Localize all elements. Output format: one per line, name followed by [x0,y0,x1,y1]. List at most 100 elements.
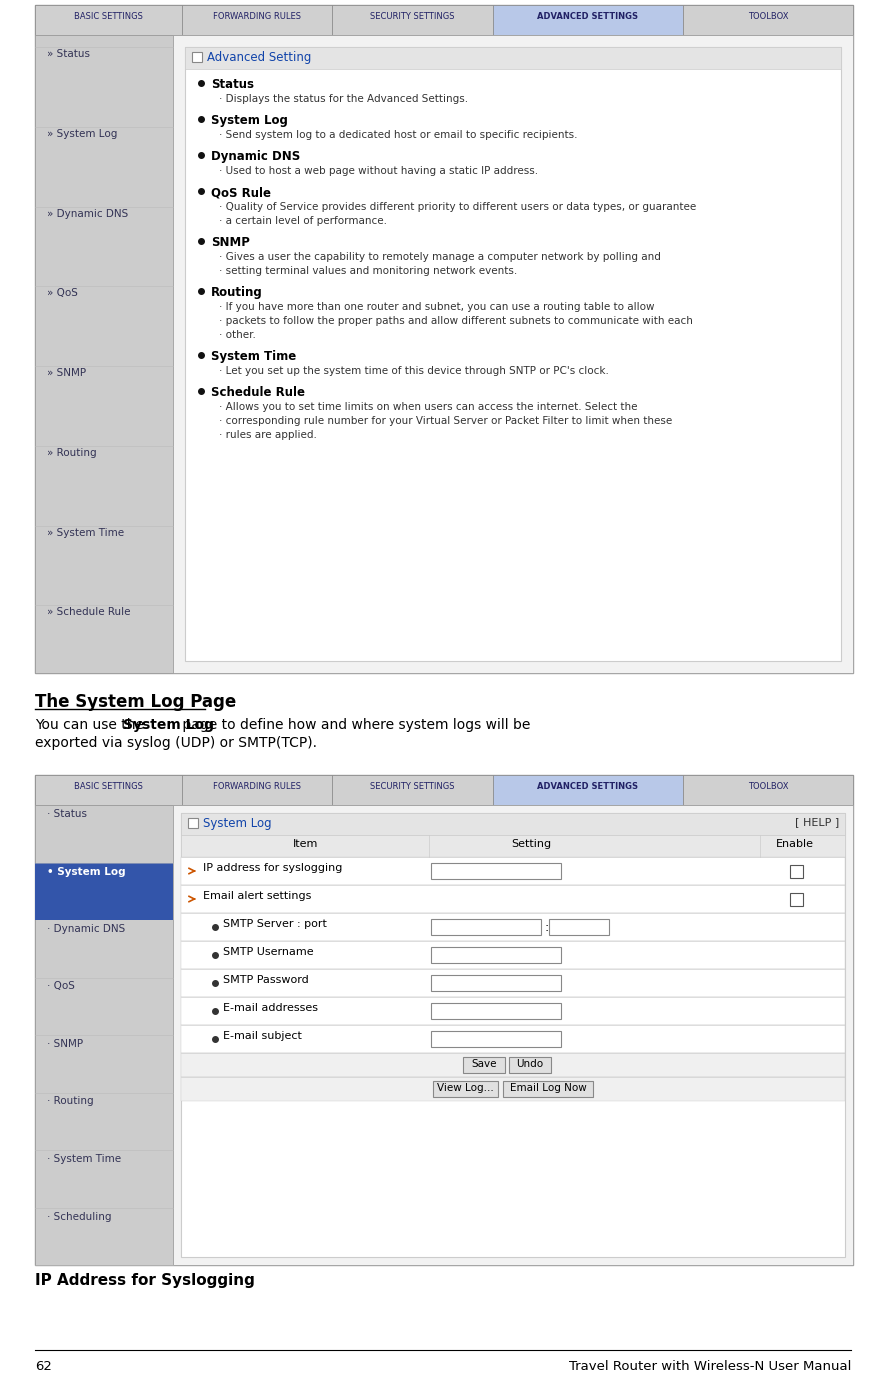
Text: QoS Rule: QoS Rule [211,186,271,199]
Bar [181,969,845,997]
Text: · Status: · Status [47,809,87,819]
Bar [503,1081,593,1097]
Text: · If you have more than one router and subnet, you can use a routing table to al: · If you have more than one router and s… [219,302,655,312]
Bar [181,836,845,858]
Bar [493,775,683,805]
Bar [683,6,853,35]
Bar [181,1025,845,1052]
Bar [173,805,853,1265]
Bar [181,1052,845,1077]
Text: 62: 62 [35,1360,52,1373]
Text: » System Time: » System Time [47,528,124,537]
Text: Advanced Setting: Advanced Setting [207,51,311,64]
Text: » Routing: » Routing [47,447,97,457]
Text: FORWARDING RULES: FORWARDING RULES [213,11,301,21]
Bar [509,1056,551,1073]
Text: Email alert settings: Email alert settings [203,891,311,900]
Bar [433,1081,498,1097]
Text: The System Log Page: The System Log Page [35,693,237,711]
Bar [493,6,683,35]
Bar [173,35,853,673]
Text: System Log: System Log [123,718,214,732]
Bar [790,865,803,878]
Bar [332,6,493,35]
Text: exported via syslog (UDP) or SMTP(TCP).: exported via syslog (UDP) or SMTP(TCP). [35,736,317,750]
Text: BASIC SETTINGS: BASIC SETTINGS [74,11,143,21]
Text: SMTP Password: SMTP Password [223,975,308,985]
Text: · Displays the status for the Advanced Settings.: · Displays the status for the Advanced S… [219,94,468,104]
Bar [35,805,173,1265]
Bar [181,913,845,940]
Text: IP address for syslogging: IP address for syslogging [203,863,342,873]
Text: :: : [545,921,549,934]
Text: SMTP Username: SMTP Username [223,947,314,957]
Bar [181,813,845,836]
Bar [182,6,332,35]
Bar [181,940,845,969]
Text: Dynamic DNS: Dynamic DNS [211,151,300,163]
Bar [332,775,493,805]
Text: View Log...: View Log... [437,1083,494,1092]
Text: · Used to host a web page without having a static IP address.: · Used to host a web page without having… [219,166,538,175]
Text: System Log: System Log [211,115,288,127]
Text: · SNMP: · SNMP [47,1039,83,1050]
Bar [431,975,561,992]
Text: System Log: System Log [203,818,272,830]
Bar [549,918,609,935]
Bar [181,858,845,885]
Bar [431,947,561,963]
Text: · Send system log to a dedicated host or email to specific recipients.: · Send system log to a dedicated host or… [219,130,578,139]
Text: TOOLBOX: TOOLBOX [748,11,789,21]
Text: » System Log: » System Log [47,128,117,138]
Text: TOOLBOX: TOOLBOX [748,782,789,790]
Text: · Gives a user the capability to remotely manage a computer network by polling a: · Gives a user the capability to remotel… [219,251,661,262]
Text: • System Log: • System Log [47,866,126,877]
Text: SECURITY SETTINGS: SECURITY SETTINGS [370,782,455,790]
Text: · corresponding rule number for your Virtual Server or Packet Filter to limit wh: · corresponding rule number for your Vir… [219,416,672,425]
Text: · Routing: · Routing [47,1097,94,1106]
Text: · packets to follow the proper paths and allow different subnets to communicate : · packets to follow the proper paths and… [219,316,693,326]
Bar [35,775,853,805]
Bar [185,47,841,69]
Text: » Dynamic DNS: » Dynamic DNS [47,209,128,218]
Text: SECURITY SETTINGS: SECURITY SETTINGS [370,11,455,21]
Bar [35,6,853,673]
Text: Routing: Routing [211,286,263,300]
Bar [683,775,853,805]
Text: · QoS: · QoS [47,982,75,992]
Text: · Dynamic DNS: · Dynamic DNS [47,924,125,934]
Text: · Let you set up the system time of this device through SNTP or PC's clock.: · Let you set up the system time of this… [219,366,609,376]
Text: · other.: · other. [219,330,256,340]
Bar [35,863,173,920]
Text: Item: Item [293,840,319,849]
Text: E-mail addresses: E-mail addresses [223,1003,318,1014]
Text: Email Log Now: Email Log Now [509,1083,587,1092]
Text: · System Time: · System Time [47,1155,121,1164]
Text: Enable: Enable [776,840,814,849]
Bar [35,6,853,35]
Text: · setting terminal values and monitoring network events.: · setting terminal values and monitoring… [219,267,517,276]
Text: E-mail subject: E-mail subject [223,1032,302,1041]
Text: Travel Router with Wireless-N User Manual: Travel Router with Wireless-N User Manua… [569,1360,851,1373]
Bar [181,813,845,1257]
Text: Undo: Undo [517,1059,544,1069]
Text: FORWARDING RULES: FORWARDING RULES [213,782,301,790]
Bar [431,1003,561,1019]
Bar [790,894,803,906]
Text: » Status: » Status [47,48,90,59]
Text: Save: Save [471,1059,497,1069]
Text: [ HELP ]: [ HELP ] [795,818,839,827]
Text: ADVANCED SETTINGS: ADVANCED SETTINGS [538,11,639,21]
Bar [192,52,202,62]
Bar [181,885,845,913]
Bar [431,918,541,935]
Bar [35,775,853,1265]
Text: Setting: Setting [511,840,551,849]
Text: · rules are applied.: · rules are applied. [219,429,317,441]
Text: You can use the: You can use the [35,718,148,732]
Text: BASIC SETTINGS: BASIC SETTINGS [74,782,143,790]
Text: SNMP: SNMP [211,236,250,249]
Text: · a certain level of performance.: · a certain level of performance. [219,215,387,226]
Bar [35,35,173,673]
Text: » Schedule Rule: » Schedule Rule [47,608,130,617]
